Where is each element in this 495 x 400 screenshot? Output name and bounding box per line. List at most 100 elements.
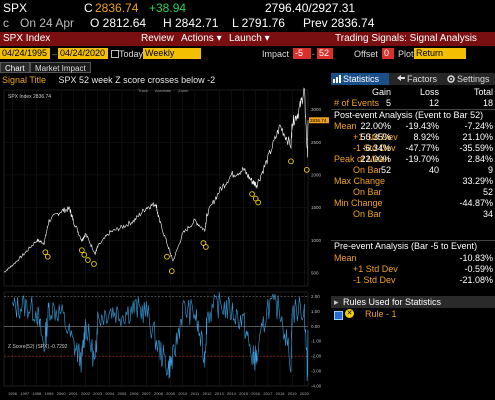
price-tick-label: 2000 [311,172,322,177]
column-header: Total [473,87,493,97]
zscore-series-line [12,291,309,382]
signal-marker [303,167,310,173]
pre-event-row-value: -0.59% [464,264,493,274]
signal-marker [164,253,170,260]
year-tick-label: 2005 [117,391,127,396]
function-bar: SPX Index Review Actions ▾ Launch ▾ Trad… [0,32,495,46]
year-tick-label: 2015 [239,391,249,396]
offset-label: Offset [354,49,378,59]
year-tick-label: 2018 [276,391,286,396]
signal-marker [203,244,209,250]
post-event-row-label: Peak of Mean [334,154,390,164]
toolbar-annotate[interactable]: Annotate [154,88,171,93]
offset-input[interactable]: 0 [382,48,394,59]
last-prefix: C [84,1,93,15]
security-label[interactable]: SPX Index [3,33,51,44]
signal-marker [200,240,207,246]
post-event-row-value: -47.77% [405,143,439,153]
view-tabs: Chart Market Impact [0,62,495,73]
year-tick-label: 1996 [8,391,18,396]
tab-chart[interactable]: Chart [0,62,30,73]
zscore-tick-label: 1.00 [311,309,320,314]
post-event-row-value: 34 [482,209,493,219]
year-tick-label: 2007 [142,391,152,396]
signal-title: SPX 52 week Z score crosses below -2 [58,75,216,85]
tab-factors[interactable]: Factors [395,73,443,85]
actions-menu[interactable]: Actions ▾ [181,33,222,44]
plot-label: Plot [398,49,414,59]
price-tick-label: 3000 [311,107,322,112]
params-bar: 04/24/1995 – 04/24/2020 Today Weekly Imp… [0,47,495,61]
impact-end-input[interactable]: 52 [317,48,333,59]
today-checkbox[interactable] [111,50,119,58]
column-header: Loss [419,87,439,97]
post-event-row-value: -44.87% [459,198,493,208]
year-tick-label: 2004 [105,391,115,396]
events-row-label: # of Events [334,98,380,108]
toolbar-track[interactable]: Track [138,88,148,93]
gear-icon [447,75,455,83]
price-tick-label: 500 [311,270,319,275]
price-tick-label: 1500 [311,205,322,210]
post-event-header: Post-event Analysis (Event to Bar 52) [331,109,495,120]
launch-menu[interactable]: Launch ▾ [229,33,270,44]
signal-marker [85,257,91,263]
year-tick-label: 2020 [300,391,310,396]
stats-column-header: Gain Loss Total [331,87,495,98]
tab-statistics[interactable]: Statistics [331,73,389,85]
tab-market-impact[interactable]: Market Impact [30,62,91,73]
rule-checkbox[interactable] [334,311,343,320]
events-row-value: 5 [385,98,391,108]
post-event-row-label: Max Change [334,176,386,186]
events-row-value: 18 [482,98,493,108]
post-event-row-label: Min Change [334,198,383,208]
post-event-row: -1 Std Dev -6.34% -47.77% -35.59% [331,143,495,154]
prev-close: Prev 2836.74 [303,16,375,30]
today-label: Today [119,49,144,59]
pre-event-row-label: +1 Std Dev [353,264,398,274]
signal-marker [168,268,175,274]
year-tick-label: 2019 [288,391,298,396]
price-tick-label: 1000 [311,238,322,243]
year-axis: 1996 1997 1998 1999 2000 2001 2002 2003 2004 2005… [8,391,310,396]
rule-row[interactable]: ✕ Rule - 1 [331,309,495,320]
collapse-icon[interactable]: ▸ [334,297,339,307]
period-select[interactable]: Weekly [143,48,201,59]
post-event-row: Max Change 33.29% [331,176,495,187]
zscore-tick-label: -1.00 [311,339,322,344]
rule-icon: ✕ [345,309,354,318]
zscore-tick-label: 2.00 [311,294,320,299]
impact-start-input[interactable]: -5 [293,48,311,59]
zscore-tick-label: -3.00 [311,369,322,374]
end-date-input[interactable]: 04/24/2020 [58,48,108,59]
arrows-icon [397,75,405,81]
tab-settings[interactable]: Settings [445,73,495,85]
post-event-row-label: Mean [334,121,357,131]
toolbar-zoom[interactable]: Zoom [178,88,189,93]
last-price-tag-label: 2836.74 [310,118,327,123]
price-tick-label: 2500 [311,140,322,145]
post-event-row-value: 9 [487,165,493,175]
chart-icon [333,75,341,83]
function-title: Trading Signals: Signal Analysis [335,33,477,44]
post-event-row-label: +1 Std Dev [353,132,398,142]
date-separator-icon: – [52,49,58,59]
rules-header[interactable]: Rules Used for Statistics ▸ [331,296,495,308]
net-change: +38.94 [149,1,187,15]
post-event-row-value: 21.10% [462,132,493,142]
start-date-input[interactable]: 04/24/1995 [0,48,50,59]
pre-event-row-label: -1 Std Dev [353,275,396,285]
post-event-row-value: -7.24% [464,121,493,131]
post-event-row-value: 52 [380,165,391,175]
year-tick-label: 2012 [203,391,213,396]
quote-header: SPX C 2836.74 +38.94 2796.40/2927.31 c O… [0,0,495,32]
post-event-row-label: -1 Std Dev [353,143,396,153]
post-event-row: Mean 22.00% -19.43% -7.24% [331,121,495,132]
signal-chart[interactable]: 3000 2500 2000 1500 1000 500 2836.74 2.00 1.00 0… [0,86,330,400]
post-event-row-value: 22.00% [360,121,391,131]
post-event-row-value: -19.43% [405,121,439,131]
review-menu[interactable]: Review [141,33,174,44]
price-panel: 3000 2500 2000 1500 1000 500 2836.74 [3,87,329,287]
pre-event-row-label: Mean [334,253,357,263]
plot-select[interactable]: Return [414,48,466,59]
